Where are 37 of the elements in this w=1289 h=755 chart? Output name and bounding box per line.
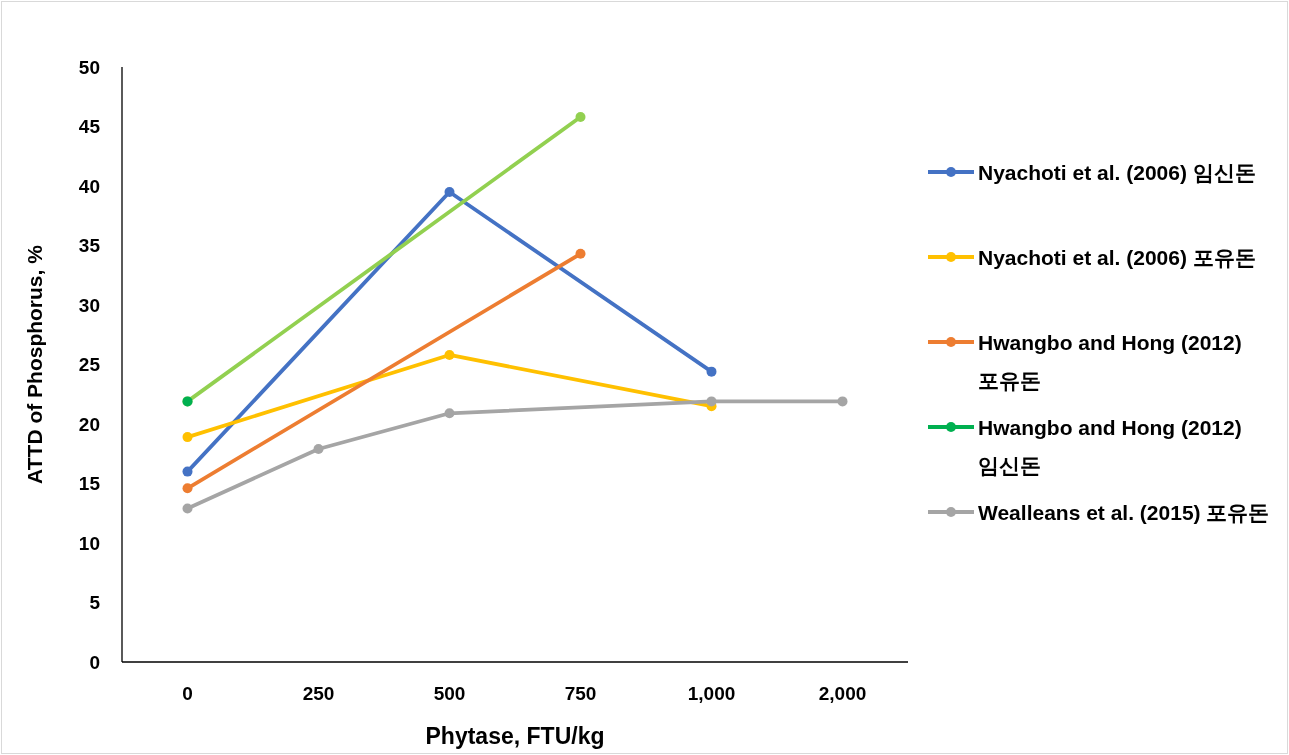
point (182, 483, 193, 494)
legend-label: Hwangbo and Hong (2012) 포유돈 (978, 330, 1242, 392)
x-tick-label: 750 (564, 683, 597, 704)
point (444, 408, 455, 419)
y-tick-label: 45 (78, 116, 101, 137)
y-tick-label: 30 (78, 294, 100, 316)
x-tick-label: 250 (302, 683, 335, 704)
y-tick-label: 0 (89, 651, 100, 673)
y-tick-label: 40 (78, 175, 100, 197)
x-tick-label: 1,000 (687, 683, 736, 704)
y-tick-label: 15 (78, 473, 101, 494)
legend-label: Nyachoti et al. (2006) 포유돈 (978, 245, 1256, 269)
point (444, 186, 455, 197)
y-tick-label: 25 (78, 354, 101, 375)
point (706, 366, 717, 377)
x-axis-title: Phytase, FTU/kg (425, 723, 605, 749)
y-tick-label: 10 (78, 532, 100, 554)
y-tick-label: 5 (89, 592, 101, 613)
point (182, 466, 193, 477)
point (313, 443, 324, 454)
y-tick-label: 50 (78, 56, 100, 78)
point (444, 349, 455, 360)
point (575, 248, 586, 259)
point (706, 396, 717, 407)
point (575, 111, 586, 122)
point (837, 396, 848, 407)
point (182, 503, 193, 514)
x-tick-label: 2,000 (818, 683, 867, 704)
legend-label: Hwangbo and Hong (2012) 임신돈 (978, 415, 1242, 477)
y-tick-label: 20 (78, 413, 100, 435)
x-tick-label: 0 (182, 683, 193, 704)
y-axis-title: ATTD of Phosphorus, % (23, 244, 46, 484)
x-tick-label: 500 (433, 683, 466, 704)
point (182, 432, 193, 443)
legend-label: Wealleans et al. (2015) 포유돈 (978, 500, 1270, 524)
legend-label: Nyachoti et al. (2006) 임신돈 (978, 160, 1256, 184)
y-tick-label: 35 (78, 235, 101, 256)
